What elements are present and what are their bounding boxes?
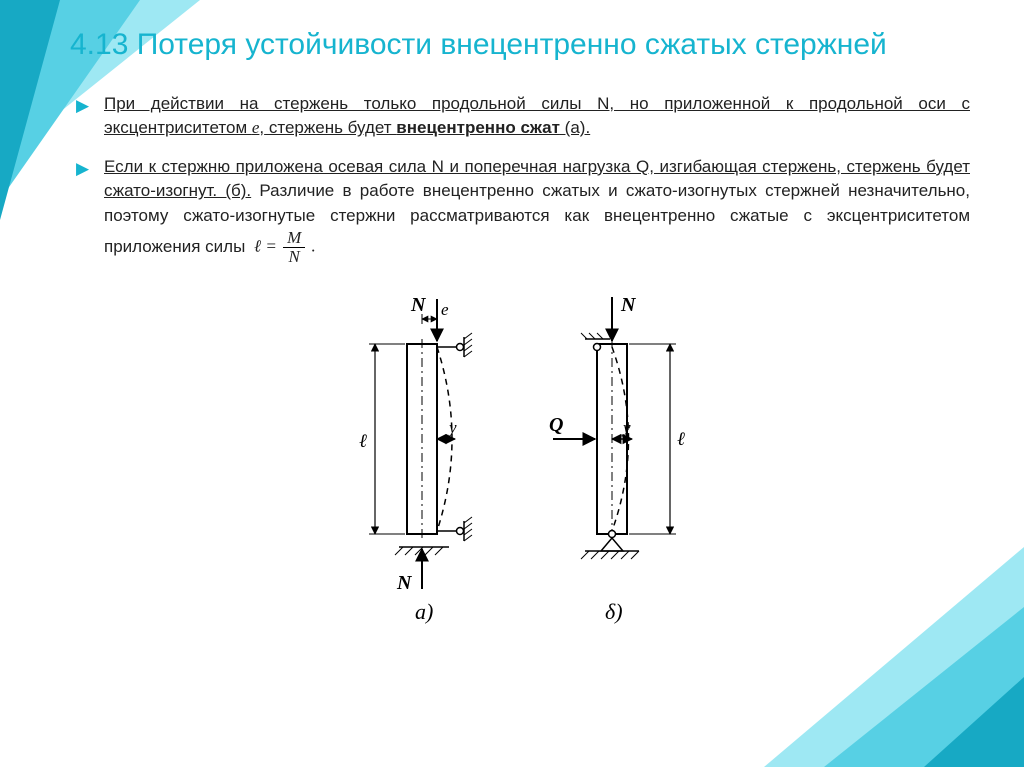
support-top [437,333,472,357]
p1-text-3: (а). [560,118,590,137]
label-a: a) [415,599,433,624]
label-ell-b: ℓ [677,429,685,450]
support-bottom [437,517,472,541]
label-e: e [441,300,449,319]
label-ell-a: ℓ [359,431,367,452]
label-Q: Q [549,414,563,436]
formula-fraction: MN [283,229,305,266]
formula-eq: = [261,236,281,255]
paragraph-1: ▶ При действии на стержень только продол… [70,92,970,141]
support-top-b [581,333,610,351]
formula-num: M [283,229,305,248]
diagram-svg: y N e N ℓ a) [335,279,705,629]
label-N-top-a: N [410,294,427,316]
label-b: δ) [605,599,623,624]
support-bottom-b [581,531,639,560]
slide-title: 4.13 Потеря устойчивости внецентренно сж… [70,26,970,64]
p1-bold: внецентренно сжат [396,118,560,137]
label-N-bot-a: N [396,572,413,594]
bullet-icon: ▶ [76,157,89,182]
formula-e: ℓ = MN . [254,229,316,266]
p1-text-2: стержень будет [264,118,396,137]
label-y-a: y [447,418,457,437]
label-N-top-b: N [620,294,637,316]
label-y-b: y [621,418,631,437]
figure: y N e N ℓ a) [70,279,970,634]
formula-dot: . [307,236,316,255]
diagram-b: N Q y ℓ δ) [549,294,685,624]
paragraph-2: ▶ Если к стержню приложена осевая сила N… [70,155,970,266]
bullet-icon: ▶ [76,94,89,119]
formula-den: N [283,248,305,266]
slide-content: 4.13 Потеря устойчивости внецентренно сж… [70,26,970,634]
diagram-a: y N e N ℓ a) [359,294,472,624]
